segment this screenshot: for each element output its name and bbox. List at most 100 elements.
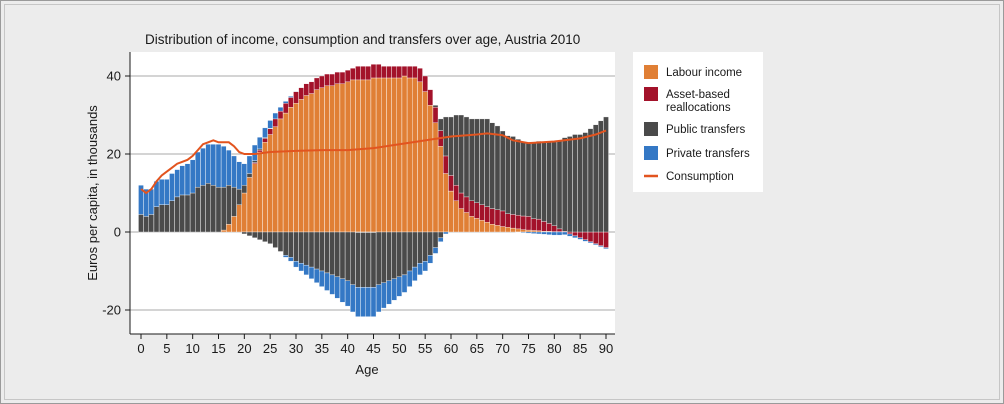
bar-private-transfers-age-80 — [551, 231, 558, 236]
bar-asset-based-reallocations-age-66 — [479, 204, 485, 221]
bar-public-transfers-age-5 — [164, 204, 170, 233]
bar-public-transfers-age-84 — [572, 134, 578, 233]
bar-private-transfers-age-6 — [169, 173, 175, 201]
bar-public-transfers-age-50 — [396, 231, 403, 278]
bar-private-transfers-age-89 — [598, 245, 604, 247]
bar-asset-based-reallocations-age-52 — [406, 66, 413, 79]
bar-asset-based-reallocations-age-61 — [453, 185, 459, 201]
bar-labour-income-age-74 — [520, 229, 527, 233]
bar-labour-income-age-52 — [406, 77, 413, 233]
bar-asset-based-reallocations-age-38 — [334, 71, 341, 84]
bar-public-transfers-age-41 — [350, 231, 356, 285]
bar-private-transfers-age-43 — [360, 287, 366, 317]
bar-private-transfers-age-32 — [303, 264, 310, 276]
bar-asset-based-reallocations-age-24 — [262, 138, 268, 143]
bar-private-transfers-age-78 — [541, 231, 547, 235]
bar-public-transfers-age-47 — [381, 231, 387, 283]
bar-private-transfers-age-85 — [577, 237, 583, 240]
bar-asset-based-reallocations-age-35 — [319, 75, 325, 88]
bar-public-transfers-age-82 — [561, 137, 568, 232]
bar-labour-income-age-69 — [494, 225, 501, 233]
bar-asset-based-reallocations-age-89 — [598, 231, 604, 246]
bar-private-transfers-age-27 — [277, 107, 284, 112]
bar-asset-based-reallocations-age-78 — [541, 221, 547, 232]
bar-public-transfers-age-64 — [468, 118, 475, 201]
bar-public-transfers-age-69 — [494, 125, 501, 210]
bar-asset-based-reallocations-age-69 — [494, 209, 501, 226]
bar-private-transfers-age-81 — [556, 231, 563, 236]
bar-public-transfers-age-6 — [169, 200, 175, 233]
bar-public-transfers-age-58 — [437, 231, 444, 239]
bar-private-transfers-age-36 — [324, 272, 330, 291]
bar-public-transfers-age-20 — [241, 185, 248, 194]
bar-public-transfers-age-57 — [432, 231, 439, 248]
consumption-line — [140, 129, 607, 195]
bar-private-transfers-age-9 — [184, 163, 191, 196]
bar-asset-based-reallocations-age-30 — [293, 91, 299, 104]
bar-asset-based-reallocations-age-31 — [298, 87, 304, 100]
bar-public-transfers-age-79 — [546, 141, 552, 224]
bar-public-transfers-age-62 — [458, 114, 465, 194]
bar-public-transfers-age-73 — [515, 139, 521, 216]
bar-labour-income-age-62 — [458, 208, 465, 233]
bar-asset-based-reallocations-age-49 — [391, 66, 397, 79]
bar-private-transfers-age-44 — [365, 287, 372, 317]
bar-asset-based-reallocations-age-39 — [339, 71, 346, 84]
bar-public-transfers-age-55 — [422, 231, 428, 262]
bar-public-transfers-age-9 — [184, 194, 191, 233]
bar-public-transfers-age-36 — [324, 231, 330, 274]
bar-private-transfers-age-45 — [370, 287, 377, 317]
bar-public-transfers-age-52 — [406, 231, 413, 272]
bar-labour-income-age-34 — [313, 89, 320, 233]
bar-private-transfers-age-53 — [412, 266, 418, 281]
bar-labour-income-age-59 — [443, 173, 449, 233]
bar-private-transfers-age-34 — [313, 268, 320, 283]
bar-labour-income-age-60 — [448, 190, 454, 233]
bar-public-transfers-age-53 — [412, 231, 418, 268]
bar-private-transfers-age-58 — [437, 237, 444, 242]
x-tick-label: 30 — [289, 341, 303, 356]
bar-public-transfers-age-61 — [453, 114, 459, 186]
bar-private-transfers-age-40 — [344, 280, 351, 307]
bar-private-transfers-age-16 — [220, 146, 227, 188]
bar-public-transfers-age-54 — [417, 231, 423, 264]
bar-labour-income-age-20 — [241, 192, 248, 233]
bar-labour-income-age-25 — [267, 134, 273, 233]
bar-public-transfers-age-56 — [427, 231, 434, 256]
bar-asset-based-reallocations-age-59 — [443, 155, 449, 174]
bar-public-transfers-age-45 — [370, 232, 377, 288]
bar-public-transfers-age-57 — [432, 105, 439, 108]
x-tick-label: 20 — [237, 341, 251, 356]
bar-labour-income-age-75 — [525, 229, 532, 233]
bar-labour-income-age-70 — [499, 226, 506, 233]
x-tick-label: 70 — [495, 341, 509, 356]
bar-private-transfers-age-12 — [200, 147, 206, 186]
bar-private-transfers-age-57 — [432, 247, 439, 254]
x-tick-label: 80 — [547, 341, 561, 356]
bar-asset-based-reallocations-age-67 — [484, 206, 490, 223]
bar-labour-income-age-47 — [381, 77, 387, 233]
bar-asset-based-reallocations-age-62 — [458, 192, 465, 209]
bar-labour-income-age-73 — [515, 228, 521, 233]
bar-labour-income-age-55 — [422, 91, 428, 233]
chart-title: Distribution of income, consumption and … — [145, 32, 580, 47]
bar-private-transfers-age-79 — [546, 231, 552, 235]
bar-asset-based-reallocations-age-28 — [282, 103, 289, 114]
bar-public-transfers-age-13 — [205, 183, 211, 233]
legend: Labour income Asset-based reallocations Pub… — [633, 52, 763, 192]
consumption-line-group — [140, 129, 607, 195]
bar-private-transfers-age-28 — [282, 101, 289, 104]
bar-labour-income-age-40 — [344, 81, 351, 233]
bar-public-transfers-age-28 — [282, 231, 289, 256]
x-tick-label: 25 — [263, 341, 277, 356]
bar-labour-income-age-53 — [412, 77, 418, 233]
bar-private-transfers-age-8 — [179, 165, 186, 196]
bar-public-transfers-age-16 — [220, 186, 227, 231]
bar-public-transfers-age-8 — [179, 194, 186, 233]
bar-asset-based-reallocations-age-60 — [448, 175, 454, 192]
bar-labour-income-age-66 — [479, 220, 485, 233]
bar-public-transfers-age-40 — [344, 231, 351, 281]
bar-labour-income-age-38 — [334, 83, 341, 233]
bar-labour-income-age-39 — [339, 83, 346, 233]
bar-labour-income-age-35 — [319, 87, 325, 233]
